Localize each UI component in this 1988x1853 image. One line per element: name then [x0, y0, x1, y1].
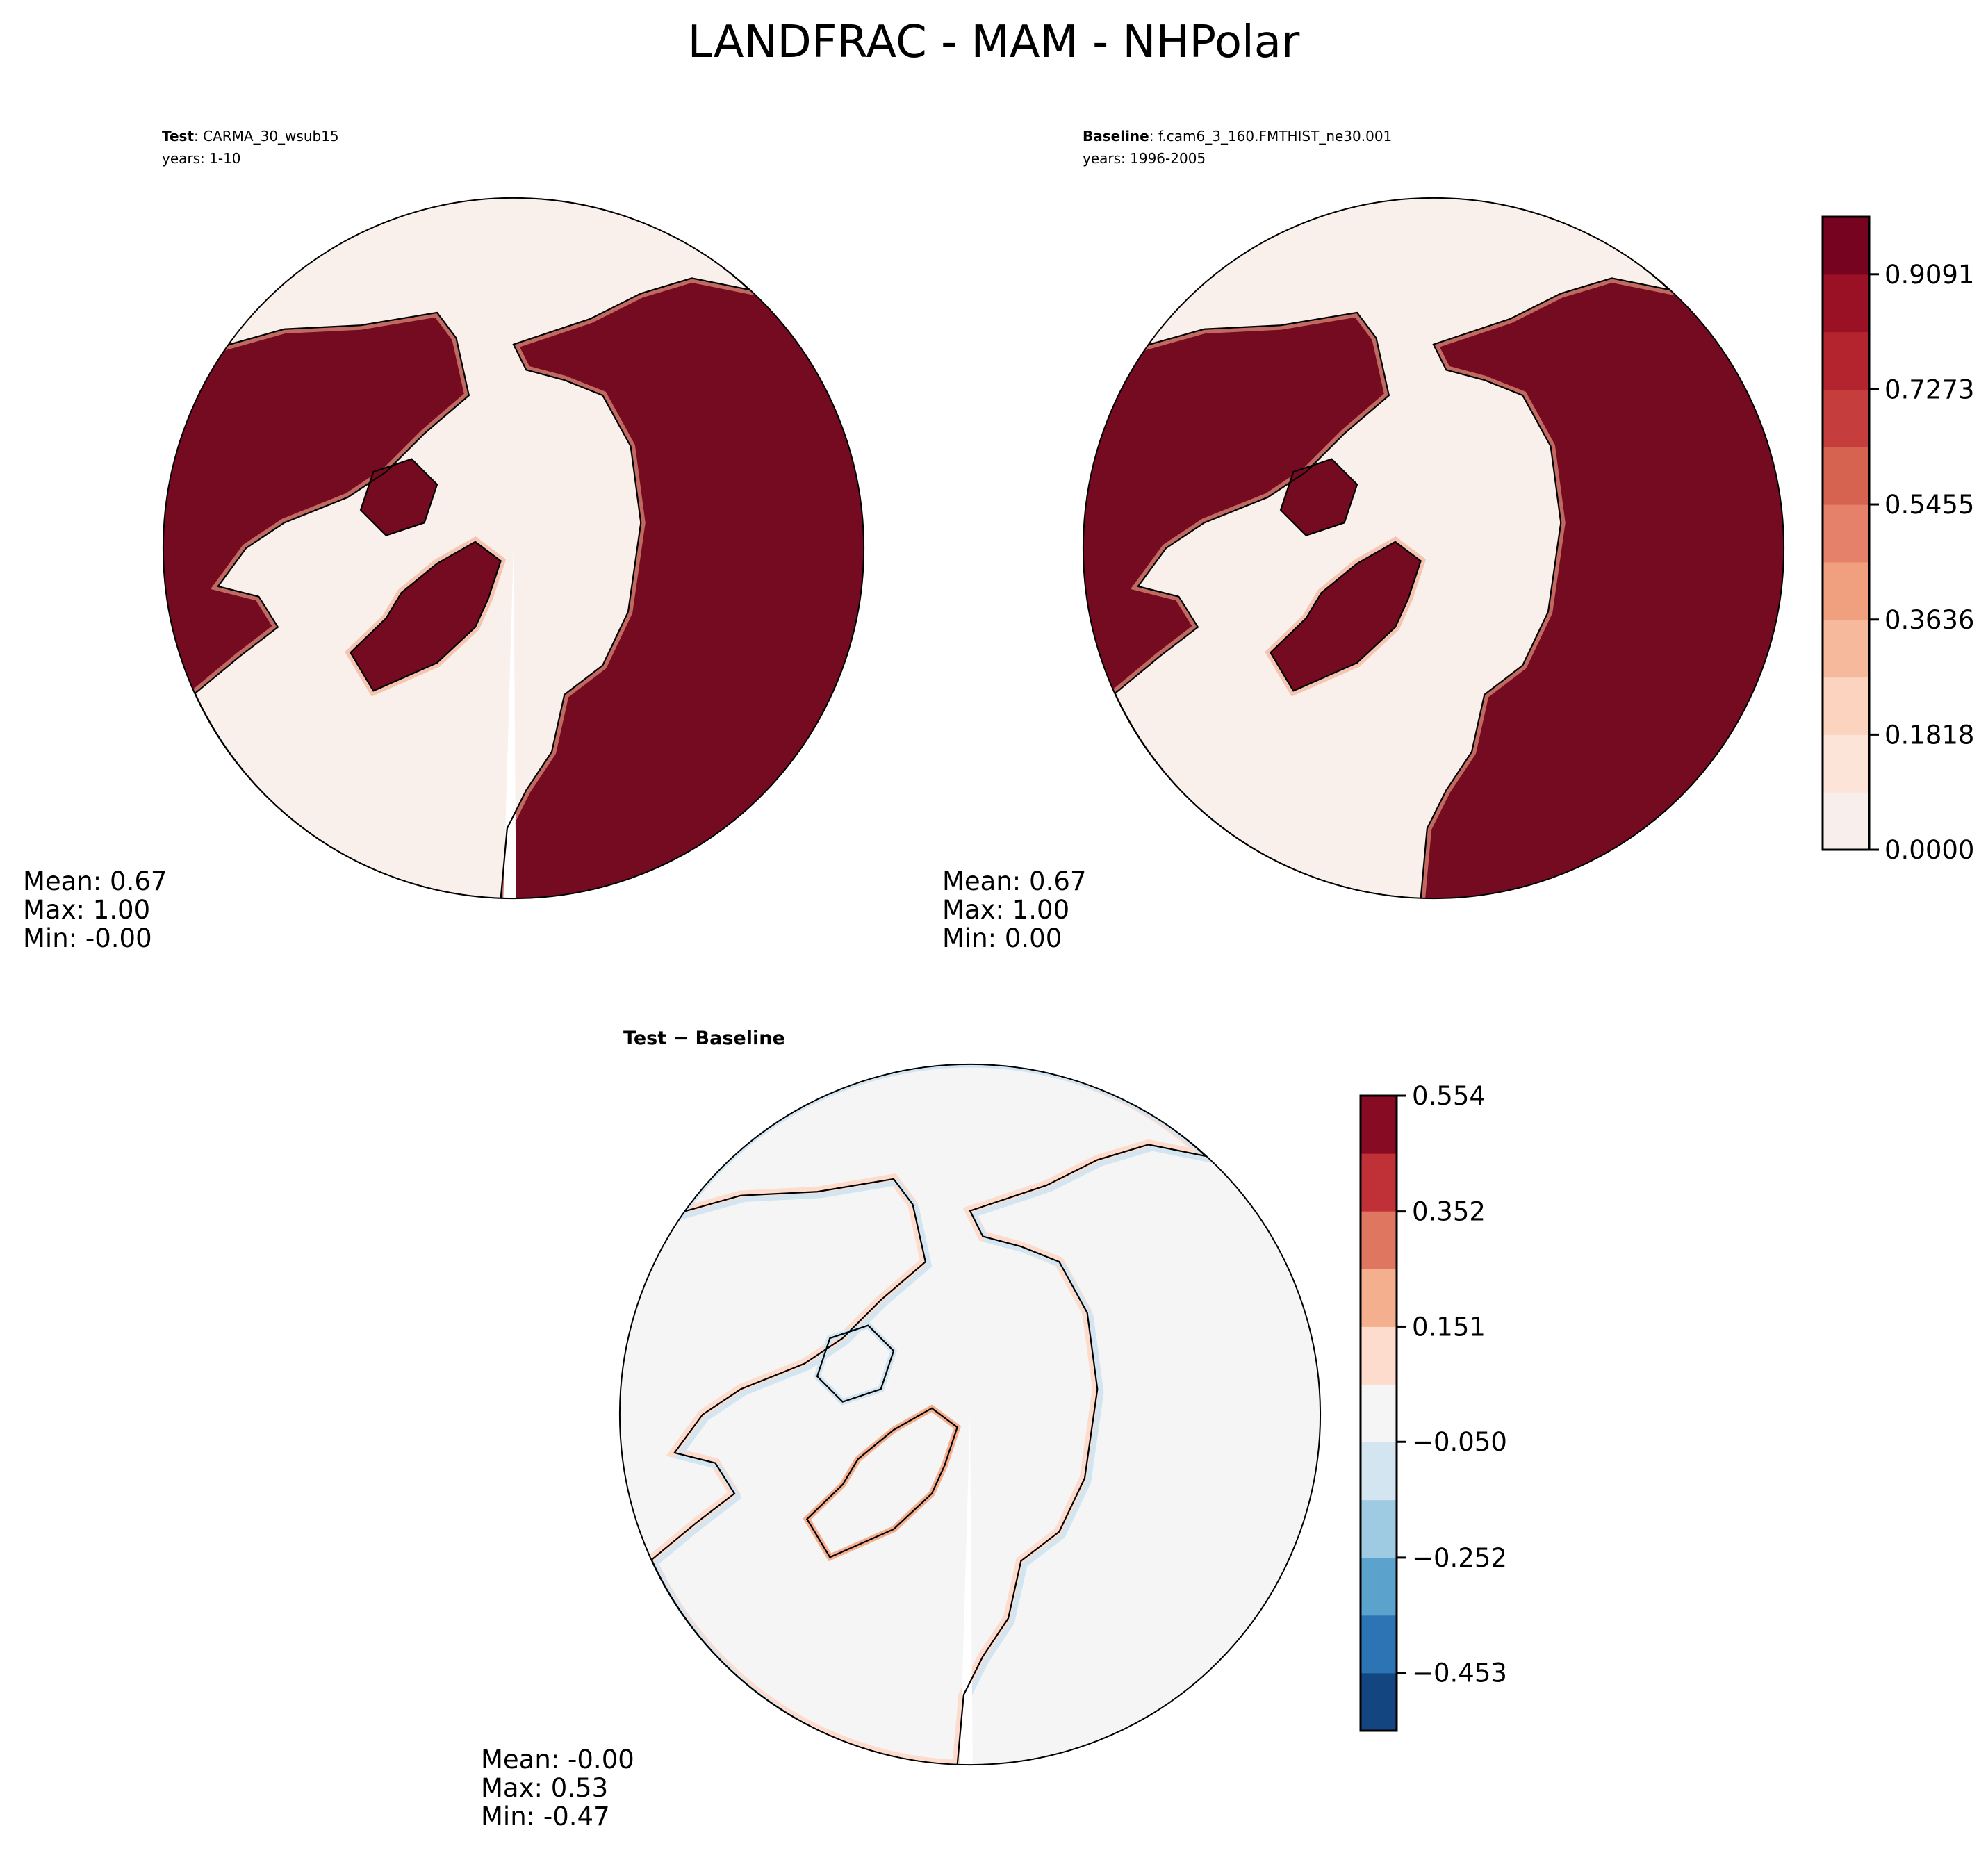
colorbar-tick-label: 0.352	[1412, 1197, 1486, 1227]
missing-data-wedge	[960, 1415, 973, 1765]
map-clip	[619, 1064, 1321, 1765]
colorbar-tick-label: 0.151	[1412, 1312, 1486, 1342]
panel-difference-label: Test − Baseline	[623, 1028, 785, 1049]
colorbar-level	[1823, 217, 1869, 275]
colorbar-tick-label: −0.252	[1412, 1543, 1507, 1573]
colorbar-level	[1361, 1499, 1397, 1558]
colorbar-level	[1823, 447, 1869, 505]
panel-baseline: Baseline: f.cam6_3_160.FMTHIST_ne30.001 …	[942, 128, 1974, 953]
map-test	[162, 197, 865, 900]
map-boundary	[618, 1063, 1322, 1766]
colorbar-level	[1823, 331, 1869, 390]
colorbar-level	[1823, 619, 1869, 678]
panel-difference: Test − Baseline Mean: -0.00 Max: 0.53 Mi…	[481, 1028, 1507, 1831]
colorbar-tick-label: 0.3636	[1884, 605, 1974, 635]
colorbar-level	[1823, 389, 1869, 447]
colorbar-level	[1361, 1153, 1397, 1212]
panel-test-label: Test: CARMA_30_wsub15	[162, 128, 339, 145]
colorbar-level	[1361, 1384, 1397, 1443]
colorbar-level	[1823, 677, 1869, 735]
stat-min: Min: -0.00	[23, 923, 152, 953]
map-clip	[1083, 197, 1784, 899]
colorbar-outline	[1821, 215, 1871, 851]
panel-baseline-years: years: 1996-2005	[1083, 150, 1206, 167]
panel-baseline-label: Baseline: f.cam6_3_160.FMTHIST_ne30.001	[1083, 128, 1392, 145]
colorbar-level	[1823, 792, 1869, 850]
colorbar-level	[1823, 504, 1869, 563]
colorbar-difference: 0.554 0.352 0.151 −0.050 −0.252 −0.453	[1359, 1081, 1507, 1732]
colorbar-tick-label: 0.9091	[1884, 260, 1974, 290]
colorbar-level	[1361, 1672, 1397, 1731]
stat-max: Max: 0.53	[481, 1773, 608, 1803]
colorbar-tick-label: 0.0000	[1884, 835, 1974, 865]
map-boundary	[1082, 197, 1785, 900]
map-clip	[163, 197, 864, 899]
colorbar-level	[1823, 561, 1869, 620]
stat-max: Max: 1.00	[23, 895, 150, 925]
colorbar-outline	[1359, 1094, 1398, 1732]
missing-data-wedge	[503, 548, 516, 899]
colorbar-landfrac: 0.0000 0.1818 0.3636 0.5455 0.7273 0.9091	[1821, 215, 1974, 865]
figure-title: LANDFRAC - MAM - NHPolar	[688, 17, 1300, 68]
map-baseline	[1082, 197, 1785, 900]
colorbar-tick-label: 0.554	[1412, 1081, 1486, 1111]
map-difference	[618, 1063, 1322, 1766]
panel-test-years: years: 1-10	[162, 150, 241, 167]
stat-min: Min: -0.47	[481, 1802, 610, 1831]
colorbar-level	[1823, 274, 1869, 333]
stat-max: Max: 1.00	[942, 895, 1069, 925]
stat-min: Min: 0.00	[942, 923, 1062, 953]
stat-mean: Mean: 0.67	[942, 866, 1086, 896]
colorbar-level	[1361, 1269, 1397, 1327]
colorbar-tick-label: 0.5455	[1884, 490, 1974, 520]
stat-mean: Mean: -0.00	[481, 1745, 634, 1774]
colorbar-tick-label: 0.7273	[1884, 374, 1974, 404]
colorbar-level	[1361, 1096, 1397, 1154]
colorbar-tick-label: 0.1818	[1884, 720, 1974, 750]
colorbar-level	[1823, 734, 1869, 793]
panel-test: Test: CARMA_30_wsub15 years: 1-10 Mean: …	[23, 128, 865, 953]
colorbar-level	[1361, 1557, 1397, 1616]
map-boundary	[162, 197, 865, 900]
colorbar-level	[1361, 1615, 1397, 1674]
colorbar-level	[1361, 1326, 1397, 1385]
colorbar-tick-label: −0.453	[1412, 1658, 1507, 1688]
colorbar-level	[1361, 1211, 1397, 1269]
stat-mean: Mean: 0.67	[23, 866, 167, 896]
colorbar-tick-label: −0.050	[1412, 1427, 1507, 1457]
colorbar-level	[1361, 1442, 1397, 1501]
